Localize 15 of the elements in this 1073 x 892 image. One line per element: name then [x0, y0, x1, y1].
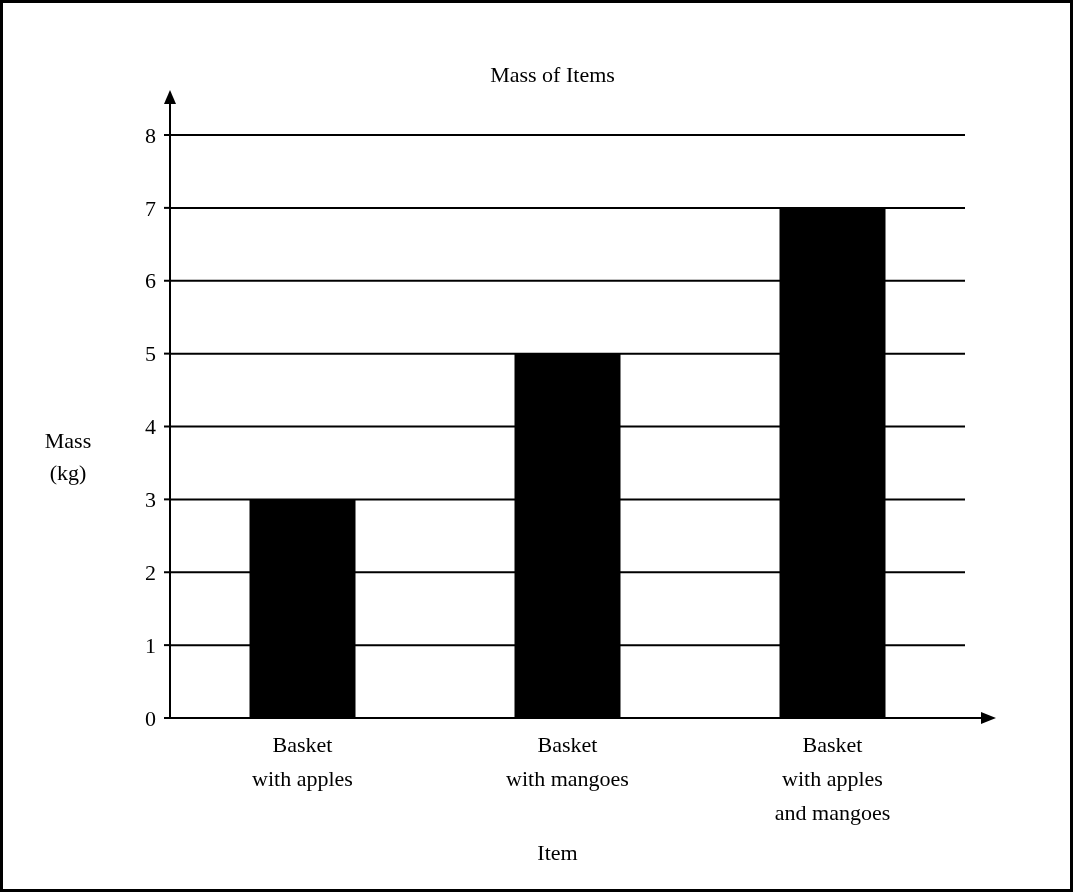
y-tick-label: 3 [145, 487, 156, 513]
y-tick-label: 8 [145, 122, 156, 148]
y-tick-label: 0 [145, 705, 156, 731]
y-tick-label: 4 [145, 414, 156, 440]
x-axis-title: Item [537, 840, 578, 865]
x-tick-label: Basket with mangoes [506, 732, 629, 791]
y-tick-label: 2 [145, 559, 156, 585]
y-tick-label: 1 [145, 632, 156, 658]
y-tick-label: 7 [145, 195, 156, 221]
chart-title: Mass of Items [490, 62, 615, 87]
y-tick-label: 6 [145, 268, 156, 294]
x-tick-label: Basket with apples [252, 732, 353, 791]
y-tick-label: 5 [145, 341, 156, 367]
x-tick-label: Basket with apples and mangoes [774, 732, 891, 825]
y-axis-title: Mass (kg) [44, 428, 92, 485]
